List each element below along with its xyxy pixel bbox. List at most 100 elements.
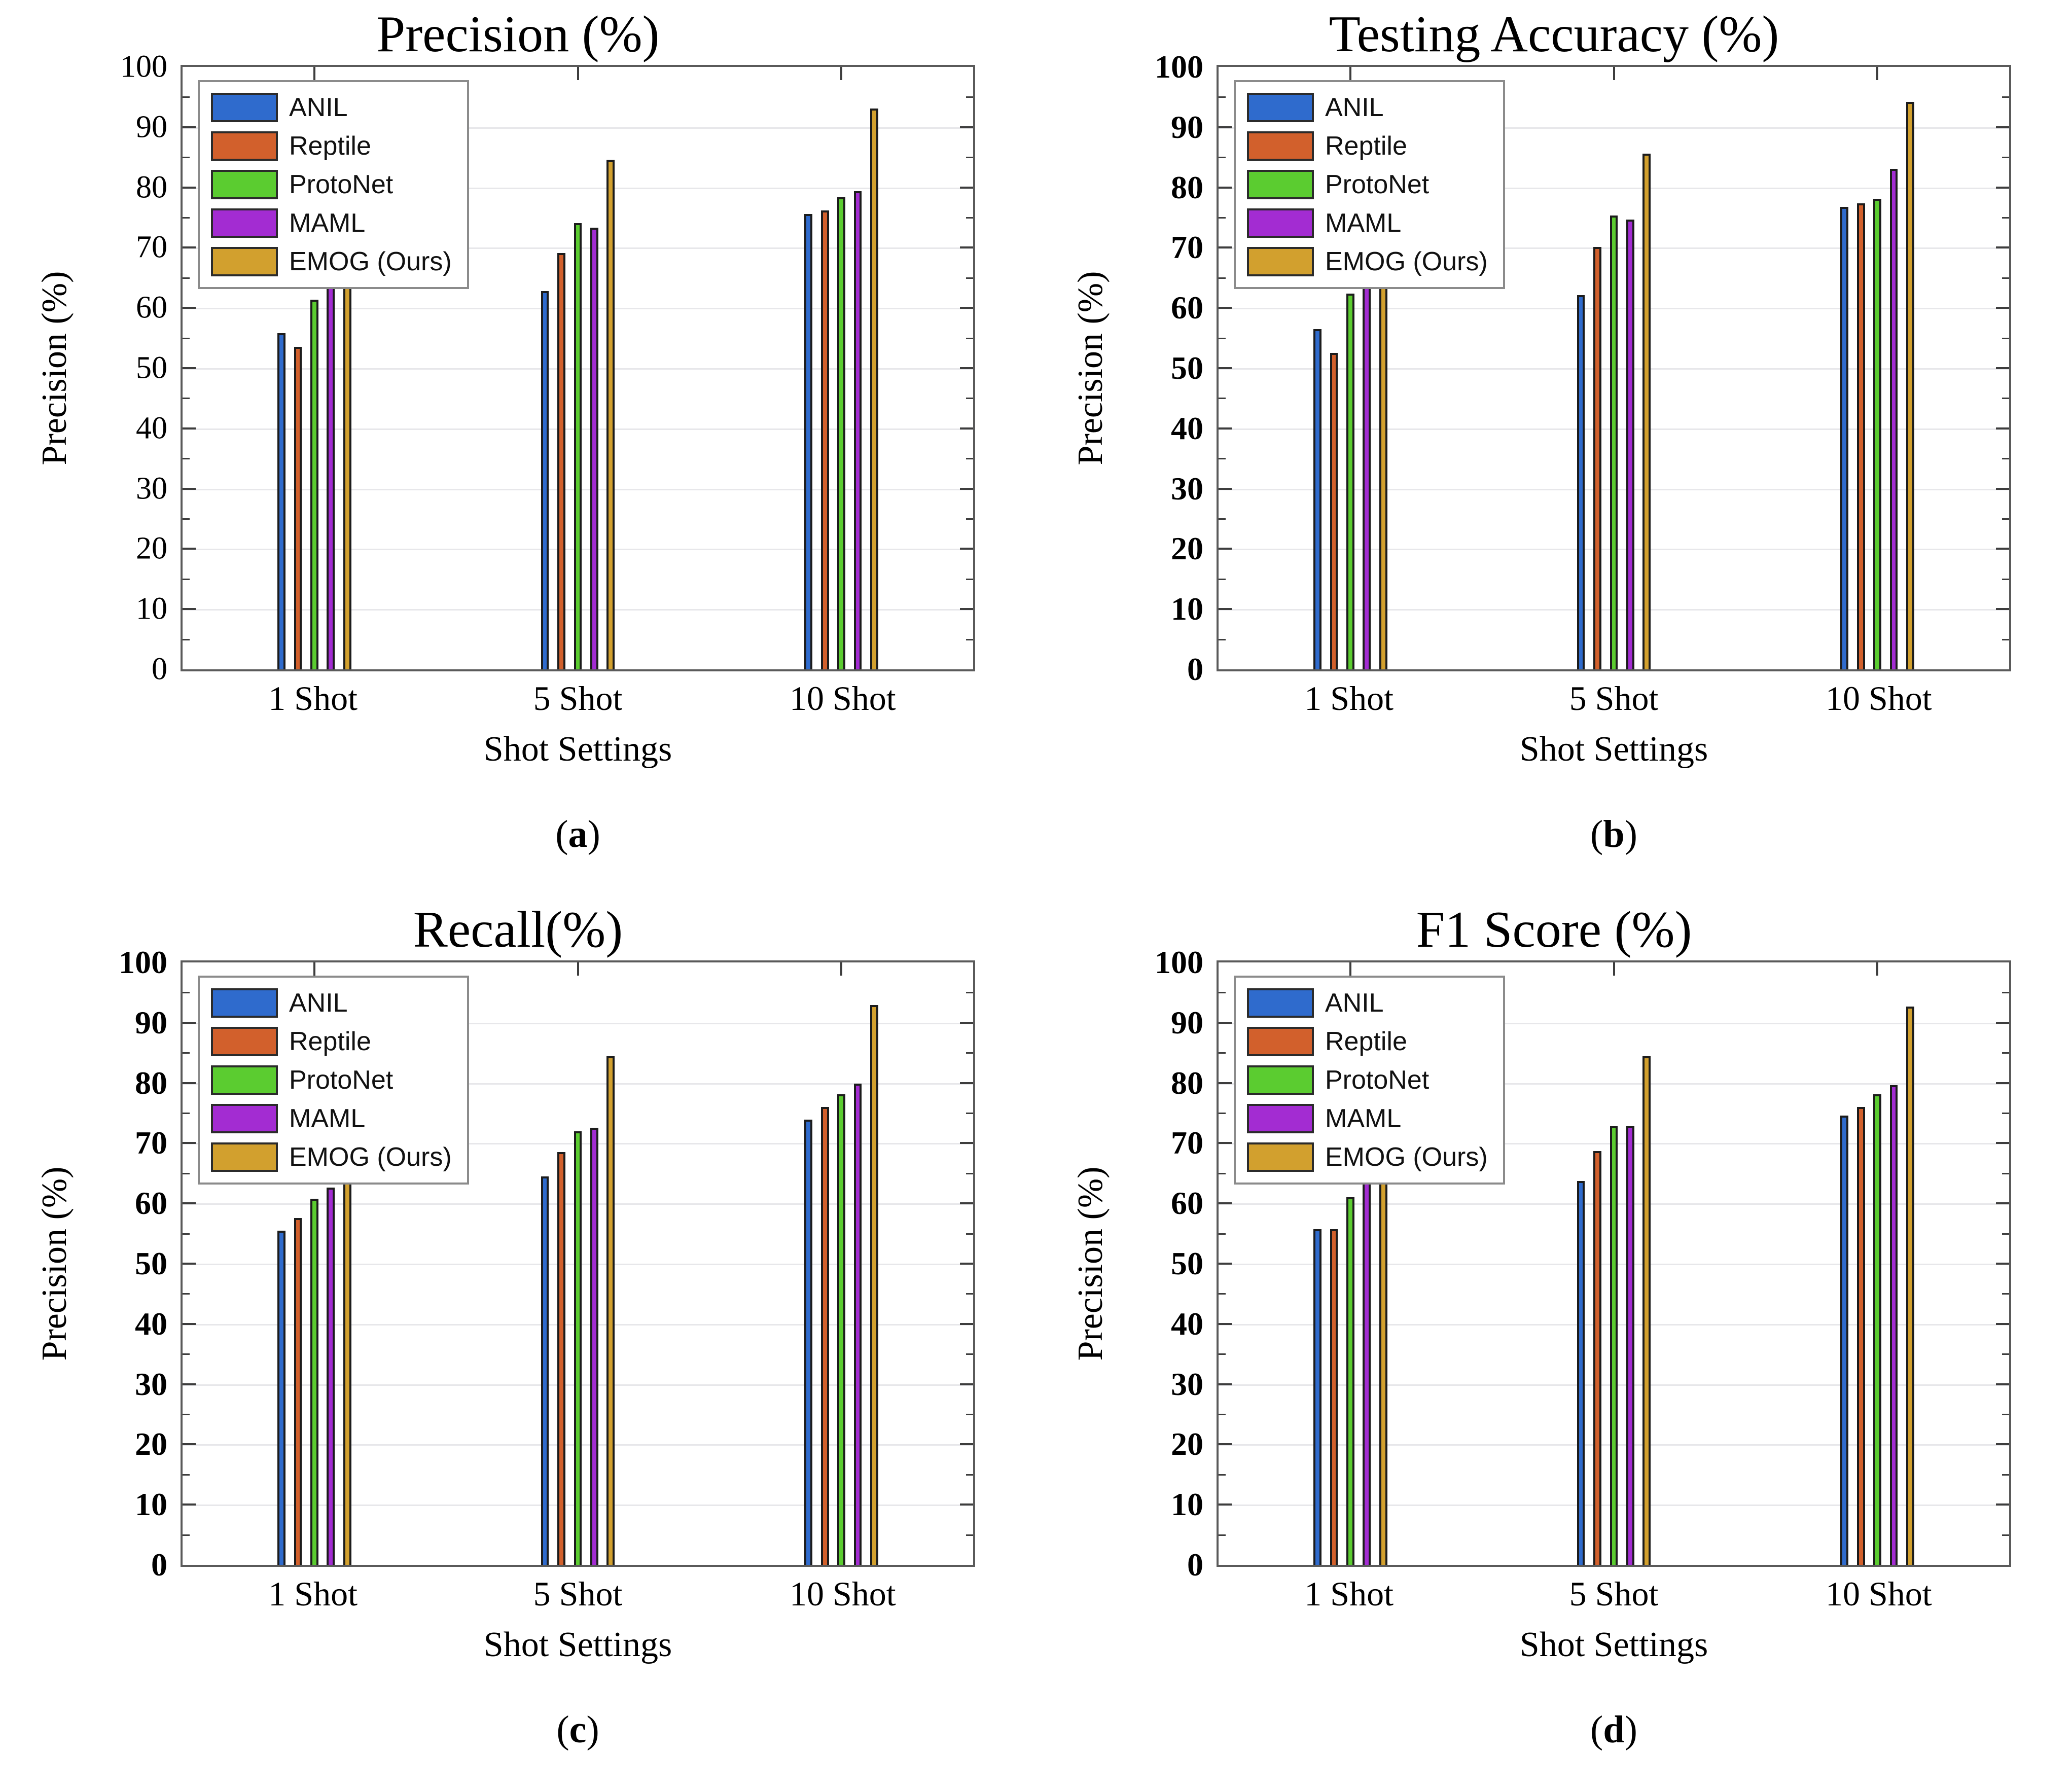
y-minor-tick-mark-65 xyxy=(183,277,190,279)
y-minor-tick-mark-65 xyxy=(1219,277,1226,279)
y-tick-mark-60 xyxy=(1996,1202,2009,1205)
bar-reptile-5-shot xyxy=(1593,247,1601,669)
gridline-90 xyxy=(183,127,973,129)
legend-entry-emog-ours: EMOG (Ours) xyxy=(1247,1142,1488,1172)
y-minor-tick-mark-5 xyxy=(1219,1534,1226,1536)
bar-protonet-1-shot xyxy=(310,299,318,669)
bar-anil-10-shot xyxy=(1840,206,1849,669)
y-tick-mark-20 xyxy=(960,1443,973,1446)
y-tick-label-30: 30 xyxy=(1171,470,1203,507)
x-tick-label-10-shot: 10 Shot xyxy=(789,1574,896,1613)
y-tick-mark-30 xyxy=(960,487,973,490)
y-minor-tick-mark-85 xyxy=(183,1052,190,1054)
legend-entry-anil: ANIL xyxy=(211,92,452,123)
y-tick-label-40: 40 xyxy=(136,411,167,446)
x-tick-mark-5-shot xyxy=(577,67,579,80)
y-tick-mark-80 xyxy=(1219,1082,1232,1084)
panel-letter-d: (d) xyxy=(1590,1708,1637,1751)
y-tick-mark-30 xyxy=(1219,1383,1232,1385)
bar-anil-1-shot xyxy=(277,1230,285,1565)
plot-area: 0 10 20 30 40 50 60 70 80 90 100 Precision (%) ANIL R… xyxy=(35,50,975,687)
y-tick-mark-10 xyxy=(183,608,196,611)
y-tick-label-90: 90 xyxy=(135,1004,167,1041)
y-minor-tick-mark-15 xyxy=(966,1474,973,1476)
y-tick-label-20: 20 xyxy=(135,1426,167,1462)
bar-protonet-10-shot xyxy=(837,197,845,669)
y-minor-tick-mark-35 xyxy=(2002,1353,2009,1355)
bar-reptile-10-shot xyxy=(1856,203,1865,669)
legend-label-anil: ANIL xyxy=(289,988,348,1018)
bar-maml-10-shot xyxy=(853,191,862,669)
y-minor-tick-mark-95 xyxy=(183,96,190,98)
y-tick-mark-20 xyxy=(183,548,196,550)
y-tick-label-30: 30 xyxy=(135,1366,167,1402)
y-minor-tick-mark-25 xyxy=(966,518,973,520)
panel-letter-a: (a) xyxy=(555,812,600,855)
bar-emog-ours-1-shot xyxy=(1379,1140,1387,1565)
legend-swatch-protonet xyxy=(211,1065,278,1095)
y-tick-label-70: 70 xyxy=(1171,229,1203,266)
y-tick-mark-50 xyxy=(1996,1263,2009,1265)
y-tick-label-30: 30 xyxy=(1171,1366,1203,1402)
bar-group-5-shot xyxy=(446,67,710,669)
x-tick-mark-1-shot xyxy=(1349,67,1351,80)
legend-label-protonet: ProtoNet xyxy=(1325,1065,1430,1095)
y-tick-mark-80 xyxy=(1219,186,1232,189)
legend-entry-emog-ours: EMOG (Ours) xyxy=(211,246,452,277)
bar-emog-ours-10-shot xyxy=(870,108,878,669)
y-tick-mark-40 xyxy=(183,427,196,429)
x-tick-label-5-shot: 5 Shot xyxy=(1569,679,1659,718)
y-minor-tick-mark-95 xyxy=(1219,992,1226,994)
legend: ANIL Reptile ProtoNet MAML EMOG (Ours) xyxy=(198,976,469,1185)
bar-group-1-shot xyxy=(183,962,446,1565)
y-tick-mark-90 xyxy=(183,1021,196,1024)
y-minor-tick-mark-25 xyxy=(2002,1414,2009,1415)
y-tick-label-20: 20 xyxy=(1171,1426,1203,1462)
y-minor-tick-mark-5 xyxy=(2002,1534,2009,1536)
y-minor-tick-mark-15 xyxy=(1219,1474,1226,1476)
panel-letter-glyph: c xyxy=(569,1708,587,1751)
x-tick-row: 1 Shot 5 Shot 10 Shot xyxy=(181,671,975,720)
bar-emog-ours-5-shot xyxy=(606,1056,615,1565)
y-tick-mark-90 xyxy=(1996,1021,2009,1024)
legend-label-reptile: Reptile xyxy=(289,1027,371,1056)
legend-entry-reptile: Reptile xyxy=(1247,1026,1488,1057)
y-tick-label-60: 60 xyxy=(1171,290,1203,326)
y-tick-mark-30 xyxy=(1996,1383,2009,1385)
y-tick-mark-70 xyxy=(960,246,973,249)
y-minor-tick-mark-45 xyxy=(1219,398,1226,400)
y-tick-mark-50 xyxy=(960,367,973,369)
gridline-80 xyxy=(183,1083,973,1085)
legend-label-protonet: ProtoNet xyxy=(289,170,394,199)
y-tick-mark-80 xyxy=(1996,186,2009,189)
y-tick-label-20: 20 xyxy=(1171,530,1203,567)
y-minor-tick-mark-85 xyxy=(1219,1052,1226,1054)
y-minor-tick-mark-65 xyxy=(966,277,973,279)
chart-title: Testing Accuracy (%) xyxy=(1329,6,1779,63)
y-minor-tick-mark-25 xyxy=(2002,518,2009,520)
bar-anil-1-shot xyxy=(1313,1229,1321,1565)
y-tick-label-100: 100 xyxy=(1155,944,1203,980)
y-tick-mark-10 xyxy=(960,1503,973,1506)
bar-maml-1-shot xyxy=(1363,1181,1371,1565)
y-tick-label-60: 60 xyxy=(1171,1185,1203,1222)
bar-maml-1-shot xyxy=(327,276,335,669)
legend: ANIL Reptile ProtoNet MAML EMOG (Ours) xyxy=(1234,80,1505,289)
legend-entry-protonet: ProtoNet xyxy=(1247,169,1488,200)
y-tick-mark-40 xyxy=(1996,427,2009,429)
bar-reptile-1-shot xyxy=(294,1217,302,1565)
x-tick-label-5-shot: 5 Shot xyxy=(533,1574,623,1613)
legend-entry-protonet: ProtoNet xyxy=(211,1065,452,1095)
y-axis-label: Precision (%) xyxy=(1071,271,1110,465)
bar-emog-ours-10-shot xyxy=(1906,101,1914,669)
y-tick-label-60: 60 xyxy=(136,290,167,325)
bar-reptile-5-shot xyxy=(1593,1151,1601,1565)
chart-panel-c: Recall(%) 0 10 20 30 40 50 60 70 80 90 100 Precision… xyxy=(0,896,1036,1791)
x-tick-label-10-shot: 10 Shot xyxy=(789,679,896,718)
y-tick-label-10: 10 xyxy=(1171,1486,1203,1523)
legend-swatch-anil xyxy=(211,93,278,122)
y-minor-tick-mark-65 xyxy=(966,1172,973,1174)
bar-anil-10-shot xyxy=(1840,1115,1849,1565)
plot-area: 0 10 20 30 40 50 60 70 80 90 100 Precision (%) ANIL R… xyxy=(1071,49,2011,687)
bar-protonet-10-shot xyxy=(1873,199,1881,669)
